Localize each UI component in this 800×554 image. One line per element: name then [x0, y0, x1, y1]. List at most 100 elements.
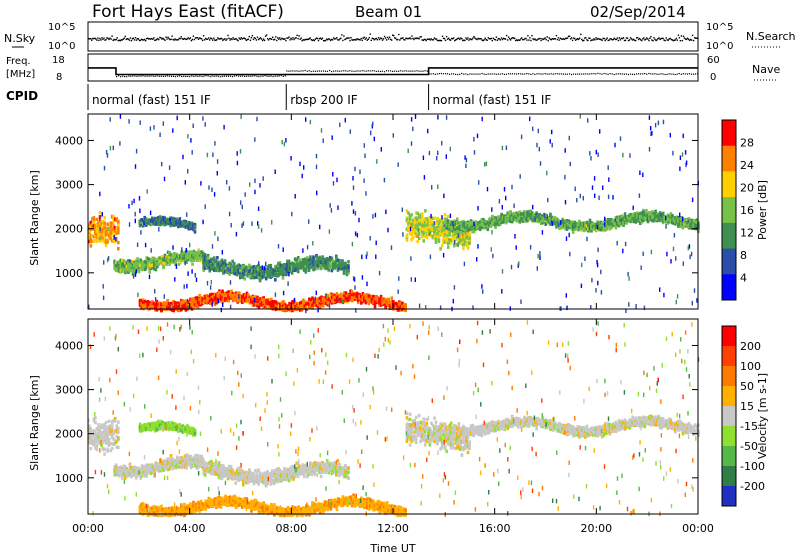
echo-cell: [125, 266, 129, 271]
echo-cell: [110, 230, 114, 234]
noise-point: [568, 35, 571, 37]
echo-cell: [91, 224, 94, 228]
noise-point: [135, 39, 138, 41]
echo-cell: [269, 263, 273, 268]
noise-point: [336, 37, 338, 39]
nave-point: [355, 70, 357, 72]
noise-point: [245, 39, 247, 41]
nave-point: [536, 73, 538, 75]
nave-point: [351, 70, 353, 72]
noise-point: [263, 39, 266, 42]
nave-point: [526, 73, 528, 75]
noise-point: [675, 37, 677, 40]
noise-point: [525, 37, 527, 39]
noise-point: [577, 38, 579, 40]
noise-point: [161, 38, 163, 40]
echo-cell: [95, 232, 99, 236]
nsearch-label: N.Search: [746, 30, 796, 43]
echo-cell: [97, 232, 100, 237]
echo-cell: [107, 233, 111, 238]
echo-cell: [157, 257, 161, 261]
nave-point: [579, 73, 581, 75]
nave-point: [418, 70, 420, 72]
echo-cell: [440, 244, 444, 248]
echo-cell: [151, 256, 155, 260]
noise-point: [623, 39, 626, 42]
echo-cell: [193, 230, 197, 234]
echo-cell: [347, 260, 350, 264]
noise-point: [133, 39, 136, 41]
noise-point: [213, 37, 215, 39]
noise-point: [476, 38, 478, 41]
nave-point: [440, 72, 442, 75]
nave-point: [262, 75, 264, 77]
nave-point: [124, 76, 126, 78]
echo-cell: [117, 247, 120, 251]
nave-point: [274, 75, 276, 77]
noise-point: [644, 39, 646, 41]
nave-point: [292, 70, 294, 72]
noise-point: [120, 39, 122, 41]
noise-point: [617, 39, 620, 42]
noise-point: [628, 39, 631, 41]
echo-cell: [148, 258, 152, 262]
noise-point: [513, 37, 515, 39]
nave-point: [250, 75, 252, 77]
echo-cell: [101, 236, 105, 240]
nave-point: [457, 73, 459, 76]
nave-point: [444, 73, 447, 75]
noise-point: [219, 38, 221, 40]
nave-point: [219, 76, 221, 78]
nave-point: [473, 73, 475, 75]
noise-point: [572, 37, 575, 39]
echo-cell: [142, 263, 145, 267]
echo-cell: [113, 260, 116, 264]
echo-cell: [101, 238, 105, 243]
noise-point: [434, 38, 437, 40]
noise-point: [162, 37, 164, 39]
echo-cell: [117, 240, 120, 245]
noise-point: [281, 37, 283, 40]
noise-point: [355, 39, 357, 41]
noise-point: [486, 39, 488, 41]
noise-point: [689, 38, 692, 41]
noise-point: [620, 37, 623, 39]
echo-cell: [411, 235, 415, 240]
nave-point: [532, 73, 534, 75]
noise-point: [331, 38, 333, 41]
echo-cell: [430, 220, 433, 224]
noise-point: [94, 37, 96, 39]
echo-cell: [172, 252, 176, 256]
noise-point: [692, 39, 695, 42]
noise-point: [441, 35, 444, 37]
noise-point: [372, 38, 375, 40]
echo-cell: [128, 259, 132, 263]
noise-point: [349, 39, 351, 42]
freq-left-tick-top: 18: [52, 55, 65, 66]
noise-point: [363, 36, 365, 38]
noise-point: [639, 37, 641, 40]
nave-point: [617, 73, 619, 75]
noise-point: [334, 38, 336, 40]
nave-point: [300, 70, 302, 72]
echo-cell: [137, 269, 141, 274]
nave-point: [187, 75, 189, 77]
nave-point: [666, 73, 668, 75]
nave-point: [682, 73, 684, 75]
noise-point: [266, 38, 269, 40]
nave-point: [627, 73, 629, 76]
echo-cell: [186, 254, 190, 258]
echo-cell: [143, 267, 147, 272]
noise-point: [390, 38, 392, 41]
echo-cell: [177, 254, 181, 258]
nave-point: [426, 70, 428, 72]
noise-point: [251, 35, 254, 37]
echo-cell: [100, 235, 103, 240]
echo-cell: [104, 243, 108, 248]
noise-point: [650, 36, 652, 38]
echo-cell: [143, 260, 147, 264]
nave-point: [412, 70, 414, 72]
date-label: 02/Sep/2014: [590, 3, 686, 21]
noise-point: [624, 39, 627, 41]
echo-cell: [115, 217, 119, 221]
